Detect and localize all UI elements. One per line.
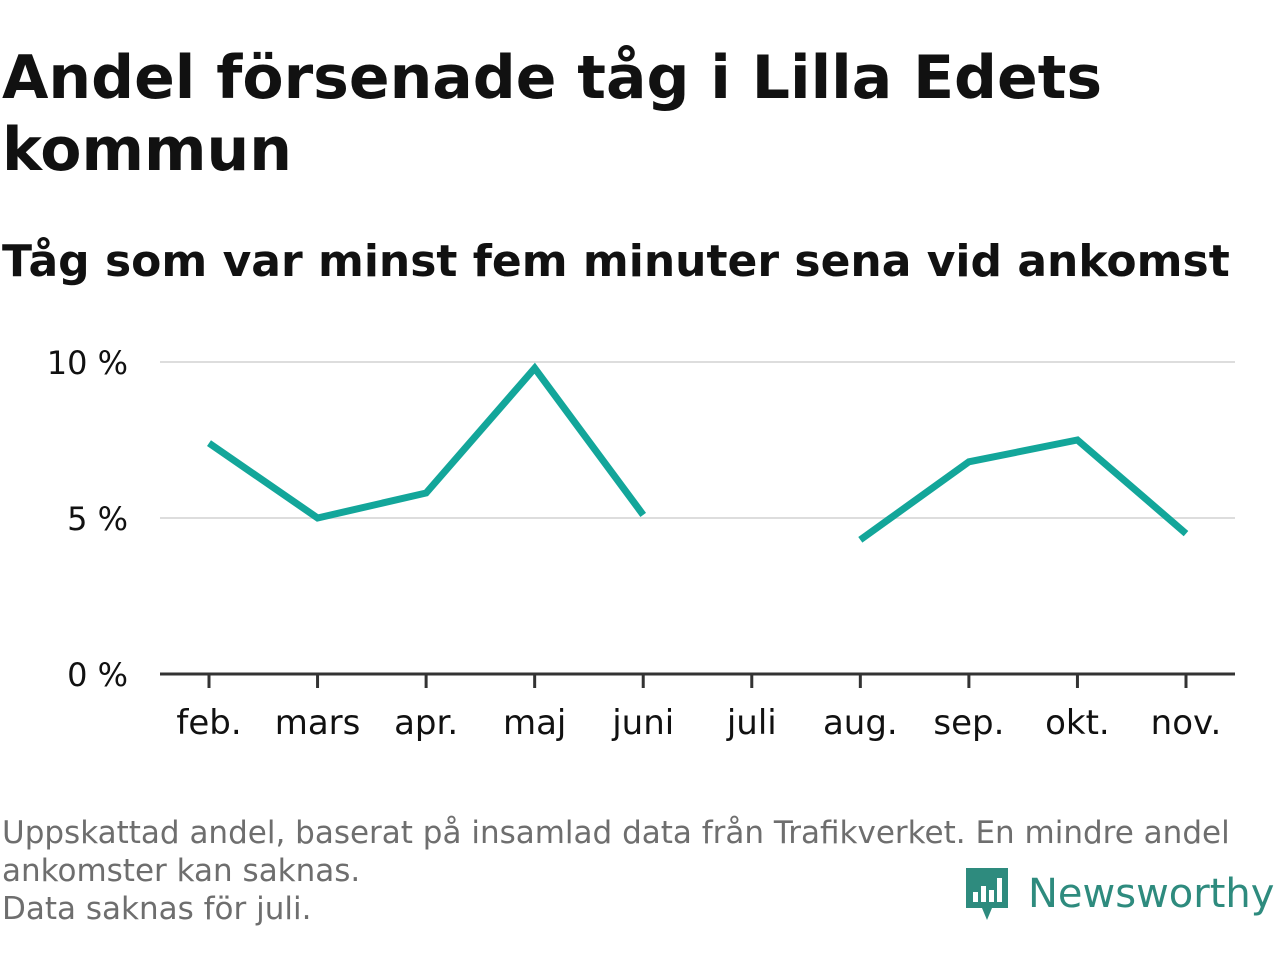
footnote-line-1: Uppskattad andel, baserat på insamlad da…: [2, 815, 1230, 851]
x-axis-tick-labels: feb. mars apr. maj juni juli aug. sep. okt. nov.: [176, 703, 1221, 743]
gridlines: [160, 361, 1235, 519]
y-tick-label: 10 %: [47, 344, 128, 382]
footnote-line-3: Data saknas för juli.: [2, 891, 312, 927]
y-axis-tick-labels: 0 % 5 % 10 %: [47, 344, 128, 694]
x-tick-label: apr.: [394, 703, 458, 743]
brand-name: Newsworthy: [1028, 871, 1275, 917]
footnote-line-2: ankomster kan saknas.: [2, 853, 361, 889]
chart-title: Andel försenade tåg i Lilla Edets kommun: [2, 43, 1103, 185]
x-tick-label: feb.: [176, 703, 241, 743]
x-tick-label: maj: [503, 703, 566, 743]
footnote: Uppskattad andel, baserat på insamlad da…: [2, 814, 1272, 928]
series-line-segment: [207, 362, 647, 522]
series-lines: [207, 362, 1189, 543]
x-axis: [160, 672, 1235, 688]
line-chart: 0 % 5 % 10 % feb. mars apr. maj juni juli aug. se…: [47, 344, 1235, 743]
x-tick-label: juli: [726, 703, 777, 743]
series-line-segment: [858, 436, 1189, 543]
x-tick-label: mars: [275, 703, 361, 743]
x-tick-label: aug.: [823, 703, 898, 743]
brand-logo: Newsworthy: [962, 862, 1274, 926]
x-tick-label: nov.: [1151, 703, 1222, 743]
y-tick-label: 5 %: [67, 500, 128, 538]
bar-chart-logo-icon: [966, 868, 1008, 920]
chart-subtitle: Tåg som var minst fem minuter sena vid a…: [2, 236, 1230, 287]
x-tick-label: sep.: [933, 703, 1004, 743]
y-tick-label: 0 %: [67, 656, 128, 694]
x-tick-label: okt.: [1045, 703, 1110, 743]
x-tick-label: juni: [611, 703, 674, 743]
